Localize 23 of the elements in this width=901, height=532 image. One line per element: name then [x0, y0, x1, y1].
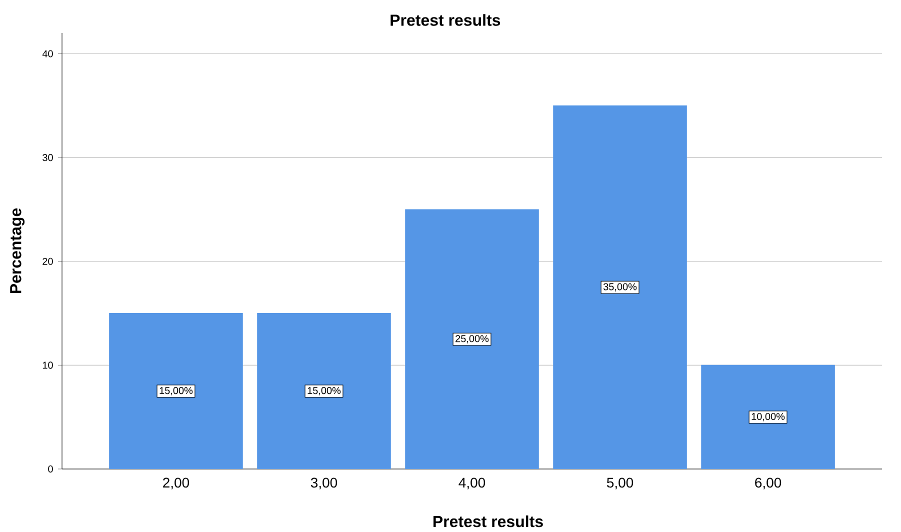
chart-title: Pretest results [390, 14, 500, 26]
y-axis-title: Percentage [10, 208, 25, 294]
x-tick-label: 4,00 [458, 478, 486, 490]
x-tick-label: 6,00 [755, 478, 782, 490]
y-tick-label: 30 [42, 154, 53, 162]
x-tick-label: 2,00 [163, 478, 190, 490]
x-axis-title: Pretest results [433, 515, 543, 528]
y-tick-label: 0 [48, 465, 53, 473]
bar [405, 209, 539, 469]
y-tick-label: 20 [42, 258, 53, 265]
x-tick-label: 3,00 [310, 478, 338, 490]
x-tick-label: 5,00 [606, 478, 634, 490]
data-label: 15,00% [308, 387, 341, 396]
y-tick-label: 40 [42, 50, 53, 58]
data-label: 15,00% [160, 387, 193, 396]
bar [257, 313, 391, 469]
data-label: 10,00% [752, 412, 785, 422]
data-label: 35,00% [603, 283, 637, 292]
data-label: 25,00% [456, 335, 489, 344]
bar [109, 313, 243, 469]
y-tick-label: 10 [42, 362, 53, 369]
bar [701, 364, 835, 469]
bar [553, 105, 687, 469]
